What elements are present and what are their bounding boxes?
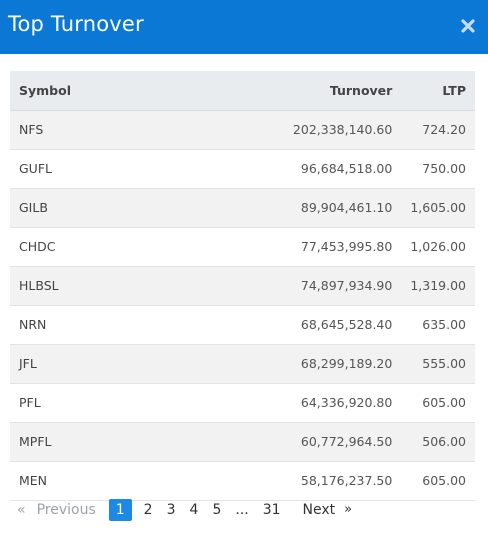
cell-turnover: 89,904,461.10 bbox=[300, 200, 393, 215]
table-row: PFL 64,336,920.80 605.00 bbox=[10, 383, 475, 422]
cell-symbol: JFL bbox=[19, 356, 37, 371]
last-page-arrow[interactable]: » bbox=[344, 502, 353, 517]
cell-symbol: NRN bbox=[19, 317, 47, 332]
table-row: NFS 202,338,140.60 724.20 bbox=[10, 110, 475, 149]
cell-symbol: MEN bbox=[19, 473, 48, 488]
cell-symbol: GUFL bbox=[19, 161, 52, 176]
cell-symbol: HLBSL bbox=[19, 278, 59, 293]
close-button[interactable] bbox=[456, 14, 480, 38]
turnover-table: Symbol Turnover LTP NFS 202,338,140.60 724… bbox=[10, 71, 475, 501]
table-row: MPFL 60,772,964.50 506.00 bbox=[10, 422, 475, 461]
cell-ltp: 605.00 bbox=[422, 473, 466, 488]
cell-turnover: 68,645,528.40 bbox=[300, 317, 393, 332]
turnover-table-container: Symbol Turnover LTP NFS 202,338,140.60 724… bbox=[10, 71, 475, 501]
page-button-4[interactable]: 4 bbox=[189, 502, 199, 518]
cell-ltp: 1,605.00 bbox=[410, 200, 466, 215]
cell-turnover: 58,176,237.50 bbox=[300, 473, 393, 488]
cell-turnover: 64,336,920.80 bbox=[300, 395, 393, 410]
page-button-31[interactable]: 31 bbox=[262, 502, 281, 518]
column-header-ltp: LTP bbox=[401, 71, 475, 111]
cell-ltp: 1,026.00 bbox=[410, 239, 466, 254]
cell-turnover: 60,772,964.50 bbox=[300, 434, 393, 449]
page-ellipsis: ... bbox=[235, 502, 249, 518]
previous-page-button[interactable]: Previous bbox=[36, 502, 96, 518]
cell-symbol: NFS bbox=[19, 122, 44, 137]
cell-turnover: 77,453,995.80 bbox=[300, 239, 393, 254]
page-button-5[interactable]: 5 bbox=[212, 502, 222, 518]
page-button-1[interactable]: 1 bbox=[108, 499, 132, 521]
table-row: CHDC 77,453,995.80 1,026.00 bbox=[10, 227, 475, 266]
cell-ltp: 635.00 bbox=[422, 317, 466, 332]
table-row: MEN 58,176,237.50 605.00 bbox=[10, 461, 475, 500]
column-header-turnover: Turnover bbox=[80, 71, 402, 111]
table-row: GUFL 96,684,518.00 750.00 bbox=[10, 149, 475, 188]
cell-turnover: 96,684,518.00 bbox=[300, 161, 393, 176]
first-page-arrow[interactable]: « bbox=[17, 502, 26, 518]
cell-turnover: 68,299,189.20 bbox=[300, 356, 393, 371]
table-body: NFS 202,338,140.60 724.20 GUFL 96,684,518.00… bbox=[10, 110, 475, 500]
cell-turnover: 74,897,934.90 bbox=[300, 278, 393, 293]
cell-turnover: 202,338,140.60 bbox=[292, 122, 393, 137]
table-row: GILB 89,904,461.10 1,605.00 bbox=[10, 188, 475, 227]
next-page-button[interactable]: Next bbox=[302, 502, 336, 518]
close-x-icon bbox=[461, 18, 475, 33]
column-header-symbol: Symbol bbox=[10, 71, 80, 111]
table-row: NRN 68,645,528.40 635.00 bbox=[10, 305, 475, 344]
modal-header: Top Turnover bbox=[0, 0, 488, 54]
cell-ltp: 724.20 bbox=[422, 122, 466, 137]
table-header-row: Symbol Turnover LTP bbox=[10, 71, 475, 111]
table-row: JFL 68,299,189.20 555.00 bbox=[10, 344, 475, 383]
cell-symbol: CHDC bbox=[19, 239, 56, 254]
cell-ltp: 605.00 bbox=[422, 395, 466, 410]
table-row: HLBSL 74,897,934.90 1,319.00 bbox=[10, 266, 475, 305]
cell-ltp: 506.00 bbox=[422, 434, 466, 449]
cell-ltp: 750.00 bbox=[422, 161, 466, 176]
cell-ltp: 555.00 bbox=[422, 356, 466, 371]
page-button-3[interactable]: 3 bbox=[166, 502, 176, 518]
pagination: « Previous 1 2 3 4 5 ... 31 Next » bbox=[10, 498, 359, 522]
cell-ltp: 1,319.00 bbox=[410, 278, 466, 293]
page-button-2[interactable]: 2 bbox=[143, 502, 153, 518]
modal-title: Top Turnover bbox=[8, 12, 144, 36]
cell-symbol: PFL bbox=[19, 395, 41, 410]
cell-symbol: GILB bbox=[19, 200, 48, 215]
cell-symbol: MPFL bbox=[19, 434, 52, 449]
